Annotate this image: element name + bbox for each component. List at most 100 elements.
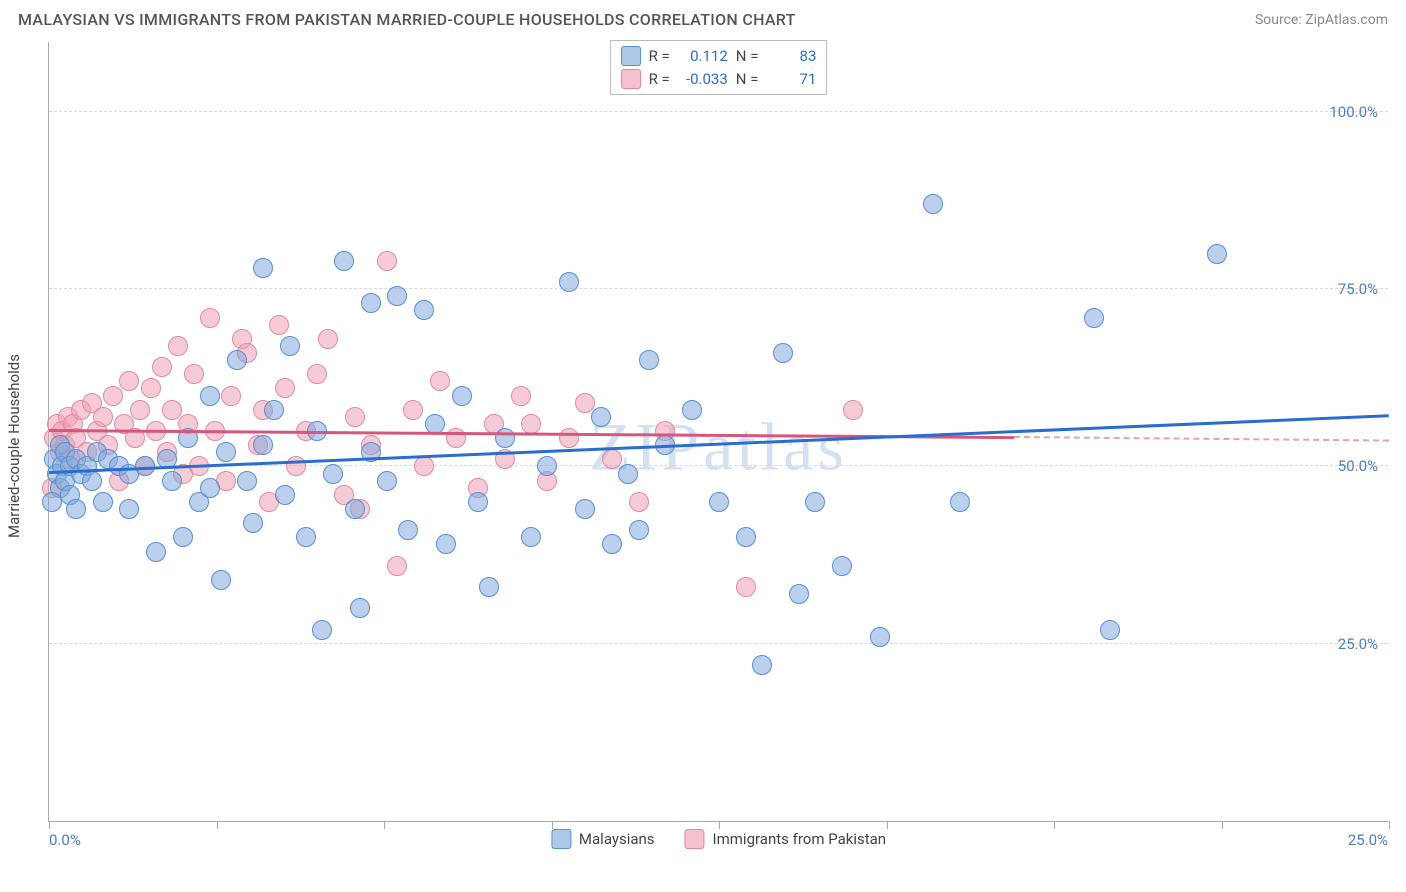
data-point (773, 343, 793, 363)
data-point (436, 534, 456, 554)
plot-area: ZIPatlas 25.0%50.0%75.0%100.0% 0.0% 25.0… (48, 42, 1388, 822)
data-point (479, 577, 499, 597)
data-point (629, 492, 649, 512)
data-point (296, 527, 316, 547)
data-point (216, 442, 236, 462)
data-point (323, 464, 343, 484)
data-point (162, 400, 182, 420)
n-label: N = (736, 68, 759, 91)
data-point (537, 456, 557, 476)
data-point (377, 251, 397, 271)
data-point (312, 620, 332, 640)
data-point (173, 527, 193, 547)
stats-row-blue: R = 0.112 N = 83 (621, 45, 817, 68)
x-tick (1389, 821, 1390, 829)
r-value-pink: -0.033 (678, 68, 728, 91)
data-point (307, 364, 327, 384)
data-point (387, 286, 407, 306)
data-point (495, 428, 515, 448)
chart-title: MALAYSIAN VS IMMIGRANTS FROM PAKISTAN MA… (18, 10, 796, 29)
y-tick-label: 50.0% (1338, 457, 1378, 475)
data-point (789, 584, 809, 604)
data-point (66, 499, 86, 519)
data-point (168, 336, 188, 356)
data-point (387, 556, 407, 576)
data-point (414, 456, 434, 476)
legend-label-pink: Immigrants from Pakistan (713, 830, 887, 848)
data-point (398, 520, 418, 540)
data-point (377, 471, 397, 491)
data-point (736, 577, 756, 597)
source-label: Source: ZipAtlas.com (1255, 12, 1388, 28)
gridline (49, 288, 1388, 289)
data-point (602, 534, 622, 554)
data-point (736, 527, 756, 547)
data-point (511, 386, 531, 406)
data-point (1100, 620, 1120, 640)
data-point (146, 542, 166, 562)
data-point (575, 499, 595, 519)
data-point (521, 414, 541, 434)
data-point (253, 435, 273, 455)
data-point (629, 520, 649, 540)
data-point (618, 464, 638, 484)
data-point (318, 329, 338, 349)
data-point (361, 293, 381, 313)
data-point (93, 407, 113, 427)
gridline (49, 643, 1388, 644)
data-point (923, 194, 943, 214)
r-label: R = (649, 45, 670, 68)
data-point (950, 492, 970, 512)
data-point (119, 499, 139, 519)
stats-row-pink: R = -0.033 N = 71 (621, 68, 817, 91)
data-point (682, 400, 702, 420)
x-tick (1054, 821, 1055, 829)
data-point (152, 357, 172, 377)
legend-item-blue: Malaysians (551, 829, 655, 849)
x-tick (49, 821, 50, 829)
x-tick (552, 821, 553, 829)
data-point (832, 556, 852, 576)
data-point (42, 492, 62, 512)
data-point (200, 308, 220, 328)
data-point (843, 400, 863, 420)
data-point (345, 499, 365, 519)
legend-label-blue: Malaysians (579, 830, 655, 848)
legend-item-pink: Immigrants from Pakistan (685, 829, 887, 849)
data-point (253, 258, 273, 278)
data-point (414, 300, 434, 320)
data-point (870, 627, 890, 647)
n-value-blue: 83 (766, 45, 816, 68)
data-point (452, 386, 472, 406)
y-tick-label: 25.0% (1338, 635, 1378, 653)
data-point (93, 492, 113, 512)
data-point (280, 336, 300, 356)
x-tick (384, 821, 385, 829)
data-point (227, 350, 247, 370)
x-tick (1222, 821, 1223, 829)
data-point (200, 478, 220, 498)
series-legend: Malaysians Immigrants from Pakistan (551, 829, 886, 849)
data-point (1207, 244, 1227, 264)
data-point (221, 386, 241, 406)
chart-header: MALAYSIAN VS IMMIGRANTS FROM PAKISTAN MA… (0, 0, 1406, 33)
data-point (184, 364, 204, 384)
data-point (468, 492, 488, 512)
data-point (162, 471, 182, 491)
y-tick-label: 100.0% (1329, 103, 1378, 121)
data-point (103, 386, 123, 406)
data-point (211, 570, 231, 590)
stats-legend-box: R = 0.112 N = 83 R = -0.033 N = 71 (610, 40, 828, 95)
y-axis-label: Married-couple Households (5, 354, 23, 538)
data-point (275, 378, 295, 398)
data-point (559, 428, 579, 448)
x-tick (719, 821, 720, 829)
data-point (264, 400, 284, 420)
data-point (752, 655, 772, 675)
data-point (275, 485, 295, 505)
data-point (345, 407, 365, 427)
r-value-blue: 0.112 (678, 45, 728, 68)
x-tick (887, 821, 888, 829)
data-point (82, 471, 102, 491)
data-point (559, 272, 579, 292)
